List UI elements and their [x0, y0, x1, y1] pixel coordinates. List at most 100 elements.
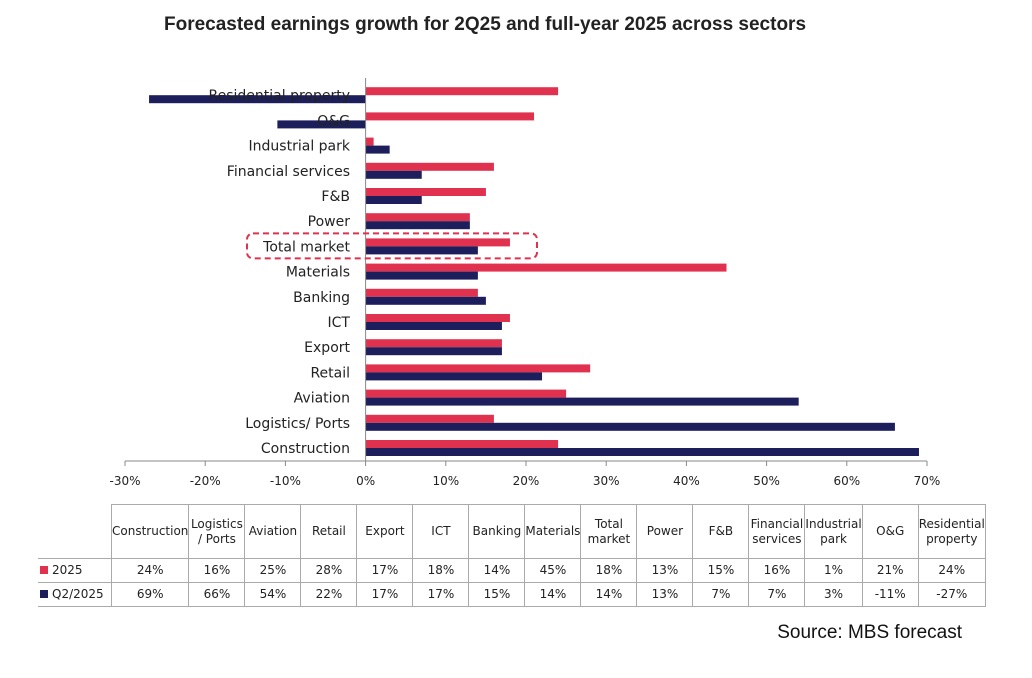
table-cell: 13% [636, 582, 694, 607]
category-label: ICT [328, 315, 351, 331]
table-cell: 17% [356, 582, 414, 607]
bar-Q2/2025 [365, 296, 486, 305]
x-tick-label: 50% [753, 474, 780, 488]
table-header-cell: ICT [412, 504, 470, 559]
table-cell: 14% [524, 582, 582, 607]
x-tick-label: 10% [432, 474, 459, 488]
table-cell: 21% [861, 558, 919, 583]
bar-2025 [365, 213, 470, 222]
table-header-cell: Export [356, 504, 414, 559]
table-cell: 24% [917, 558, 986, 583]
table-header-cell: O&G [861, 504, 919, 559]
table-cell: 3% [804, 582, 863, 607]
category-label: Banking [293, 290, 350, 306]
table-cell: 17% [356, 558, 414, 583]
table-header-cell: F&B [692, 504, 750, 559]
bar-Q2/2025 [365, 196, 422, 204]
table-header-cell: Power [636, 504, 694, 559]
table-cell: 14% [580, 582, 638, 607]
legend-swatch [40, 590, 48, 598]
bar-Q2/2025 [365, 271, 478, 280]
bar-2025 [365, 87, 559, 96]
bar-2025 [365, 188, 486, 196]
bar-chart: -30% -20% -10% 0% 10% 20% 30% 40% 50% 60% 70% Const… [109, 78, 941, 488]
x-tick-label: 20% [513, 474, 540, 488]
source-note: Source: MBS forecast [777, 622, 962, 643]
table-cell: 45% [524, 558, 582, 583]
table-header-cell: Logistics / Ports [188, 504, 246, 559]
bar-Q2/2025 [277, 120, 366, 129]
category-label: Total market [262, 239, 350, 255]
bar-2025 [365, 137, 374, 146]
table-cell: 15% [468, 582, 526, 607]
table-header-cell: Residential property [917, 504, 986, 559]
category-label: Residential property [209, 88, 351, 104]
table-cell: 54% [244, 582, 302, 607]
bar-Q2/2025 [365, 322, 502, 330]
bar-Q2/2025 [365, 145, 390, 154]
category-label: Construction [261, 441, 350, 457]
bar-Q2/2025 [365, 347, 502, 356]
bar-Q2/2025 [365, 448, 919, 456]
legend-swatch [40, 566, 48, 574]
table-cell: 18% [412, 558, 470, 583]
category-label: Logistics/ Ports [245, 416, 350, 432]
table-header-cell: Total market [580, 504, 638, 559]
x-tick-label: 60% [833, 474, 860, 488]
bar-Q2/2025 [365, 170, 422, 179]
category-label: Retail [310, 365, 350, 381]
bar-Q2/2025 [365, 246, 478, 255]
category-label: F&B [321, 189, 350, 205]
x-tick-label: -20% [190, 474, 221, 488]
table-cell: 18% [580, 558, 638, 583]
category-label: Financial services [227, 164, 350, 180]
category-label: O&G [317, 113, 350, 129]
x-tick-label: 30% [593, 474, 620, 488]
table-row: 2025 24% 16% 25% 28% 17% 18% 14% 45% 18% 13% 15% 16%… [38, 558, 986, 583]
data-table: Construction Logistics / Ports Aviation Ret… [38, 504, 986, 607]
bar-Q2/2025 [365, 221, 470, 230]
table-header-row: Construction Logistics / Ports Aviation Ret… [38, 504, 986, 559]
table-cell: 66% [188, 582, 246, 607]
table-header-cell: Materials [524, 504, 582, 559]
category-label: Materials [286, 265, 350, 281]
legend-entry: Q2/2025 [38, 582, 112, 607]
bar-2025 [365, 389, 567, 398]
table-cell: 16% [748, 558, 806, 583]
category-label: Industrial park [249, 139, 351, 155]
table-cell: 25% [244, 558, 302, 583]
table-cell: -11% [861, 582, 919, 607]
table-cell: 17% [412, 582, 470, 607]
table-header-cell: Banking [468, 504, 526, 559]
table-header-cell: Construction [110, 504, 190, 559]
bar-2025 [365, 288, 478, 297]
x-tick-label: -10% [270, 474, 301, 488]
bar-2025 [365, 112, 535, 121]
table-cell: 13% [636, 558, 694, 583]
table-cell: 22% [300, 582, 358, 607]
x-tick-label: 70% [914, 474, 941, 488]
bar-Q2/2025 [365, 397, 799, 406]
category-label: Power [308, 214, 351, 230]
bar-2025 [365, 440, 559, 448]
table-cell: 69% [110, 582, 190, 607]
bar-Q2/2025 [365, 372, 543, 381]
table-cell: 7% [692, 582, 750, 607]
table-header-cell: Industrial park [804, 504, 863, 559]
category-label: Export [304, 340, 350, 356]
bar-2025 [365, 414, 494, 423]
table-cell: 16% [188, 558, 246, 583]
table-header-cell: Financial services [748, 504, 806, 559]
bar-2025 [365, 263, 727, 272]
table-cell: 7% [748, 582, 806, 607]
bar-Q2/2025 [149, 95, 366, 104]
bar-2025 [365, 162, 494, 171]
table-row: Q2/2025 69% 66% 54% 22% 17% 17% 15% 14% 14% 13% 7% 7… [38, 582, 986, 607]
bar-2025 [365, 364, 591, 373]
x-tick-label: 0% [356, 474, 375, 488]
bar-2025 [365, 339, 502, 348]
table-cell: 28% [300, 558, 358, 583]
bar-Q2/2025 [365, 422, 895, 431]
legend-entry: 2025 [38, 558, 112, 583]
table-cell: 24% [110, 558, 190, 583]
